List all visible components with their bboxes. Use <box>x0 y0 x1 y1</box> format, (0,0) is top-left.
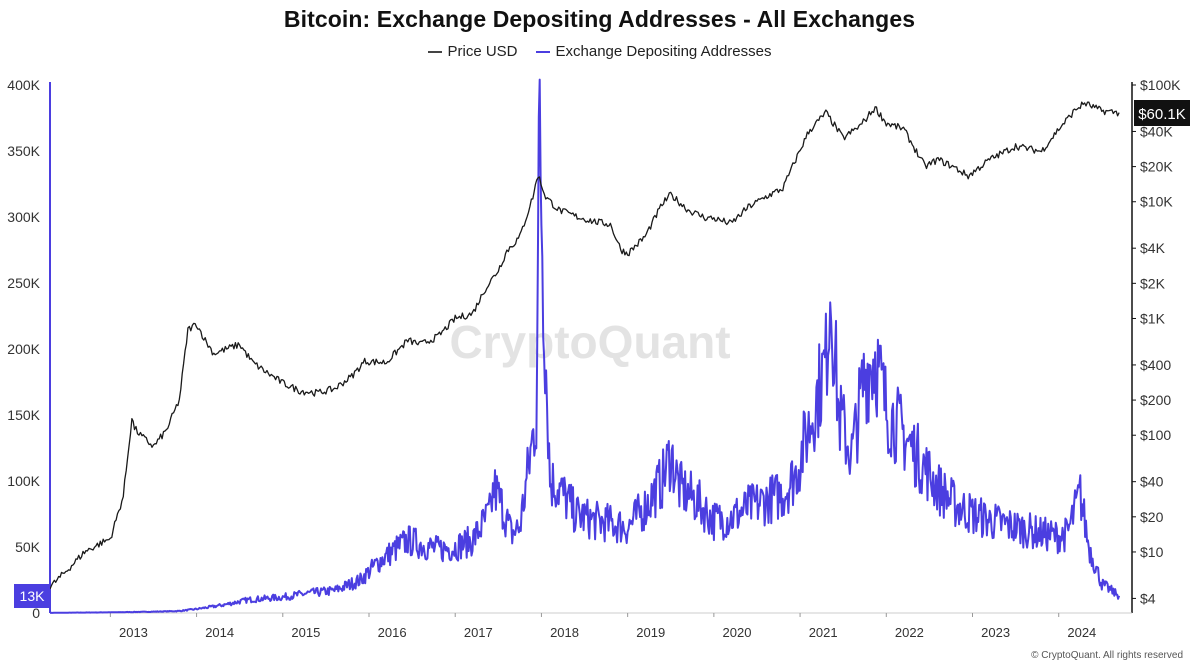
x-tick-label-2014: 2014 <box>205 625 234 640</box>
x-tick-label-2019: 2019 <box>636 625 665 640</box>
left-tick-label-250K: 250K <box>7 275 40 291</box>
series-line-price-usd <box>49 101 1120 590</box>
right-badge-bg <box>1134 100 1190 126</box>
chart-title: Bitcoin: Exchange Depositing Addresses -… <box>283 6 916 32</box>
x-tick-label-2020: 2020 <box>723 625 752 640</box>
legend-item-addresses[interactable]: Exchange Depositing Addresses <box>535 43 772 60</box>
left-tick-label-200K: 200K <box>7 341 40 357</box>
left-tick-label-350K: 350K <box>7 143 40 159</box>
right-tick-label-$400: $400 <box>1140 357 1171 373</box>
right-tick-label-$4K: $4K <box>1140 240 1166 256</box>
right-axis-ticks: $4 $10 $20 $40 $100 $200 $400 $1K $2K $4K $10K $20K… <box>1132 77 1181 606</box>
right-tick-label-$10: $10 <box>1140 544 1164 560</box>
x-tick-label-2022: 2022 <box>895 625 924 640</box>
right-tick-label-$2K: $2K <box>1140 275 1166 291</box>
left-tick-label-0: 0 <box>32 605 40 621</box>
copyright-footer: © CryptoQuant. All rights reserved <box>1031 650 1183 661</box>
right-tick-label-$4: $4 <box>1140 590 1156 606</box>
right-tick-label-$100: $100 <box>1140 427 1171 443</box>
legend-item-price[interactable]: Price USD <box>427 43 518 60</box>
right-current-badge: $60.1K <box>1134 100 1190 126</box>
legend-swatch-addresses <box>535 50 550 53</box>
left-tick-label-50K: 50K <box>15 539 41 555</box>
right-tick-label-$40K: $40K <box>1140 123 1173 139</box>
right-tick-label-$1K: $1K <box>1140 310 1166 326</box>
right-tick-label-$20K: $20K <box>1140 159 1173 175</box>
legend-swatch-price <box>427 50 442 53</box>
x-tick-label-2013: 2013 <box>119 625 148 640</box>
right-tick-label-$200: $200 <box>1140 392 1171 408</box>
x-tick-label-2015: 2015 <box>291 625 320 640</box>
left-current-badge: 13K <box>14 584 50 608</box>
x-tick-label-2024: 2024 <box>1067 625 1096 640</box>
chart-legend: Price USD Exchange Depositing Addresses <box>0 43 1199 60</box>
x-tick-label-2017: 2017 <box>464 625 493 640</box>
right-tick-label-$10K: $10K <box>1140 194 1173 210</box>
left-tick-label-100K: 100K <box>7 473 40 489</box>
right-badge-label: $60.1K <box>1138 106 1186 123</box>
watermark-text: CryptoQuant <box>449 316 730 368</box>
left-badge-bg <box>14 584 50 608</box>
left-tick-label-300K: 300K <box>7 209 40 225</box>
x-axis-ticks: 2013 2014 2015 2016 2017 2018 2019 2020 2021 2022… <box>109 613 1096 640</box>
right-tick-label-$20: $20 <box>1140 509 1164 525</box>
x-tick-label-2016: 2016 <box>378 625 407 640</box>
x-tick-label-2021: 2021 <box>809 625 838 640</box>
legend-label-price: Price USD <box>447 43 518 60</box>
legend-label-addresses: Exchange Depositing Addresses <box>555 43 772 60</box>
x-tick-label-2023: 2023 <box>981 625 1010 640</box>
left-axis-ticks: 0 50K 100K 150K 200K 250K 300K 350K 400K <box>7 77 40 621</box>
x-tick-label-2018: 2018 <box>550 625 579 640</box>
left-tick-label-150K: 150K <box>7 407 40 423</box>
series-line-exchange-depositing-addresses <box>49 78 1121 614</box>
right-tick-label-$100K: $100K <box>1140 77 1181 93</box>
right-tick-label-$40: $40 <box>1140 474 1164 490</box>
left-tick-label-400K: 400K <box>7 77 40 93</box>
left-badge-label: 13K <box>20 588 46 604</box>
